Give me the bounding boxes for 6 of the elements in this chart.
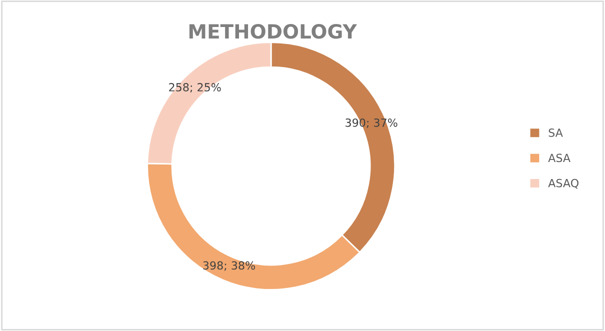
legend-label: ASAQ (548, 178, 578, 189)
data-label: 398; 38% (203, 261, 255, 271)
chart-title: METHODOLOGY (189, 24, 358, 39)
legend-label: ASA (548, 154, 570, 162)
data-label: 258; 25% (169, 83, 221, 93)
legend-label: SA (548, 128, 563, 137)
